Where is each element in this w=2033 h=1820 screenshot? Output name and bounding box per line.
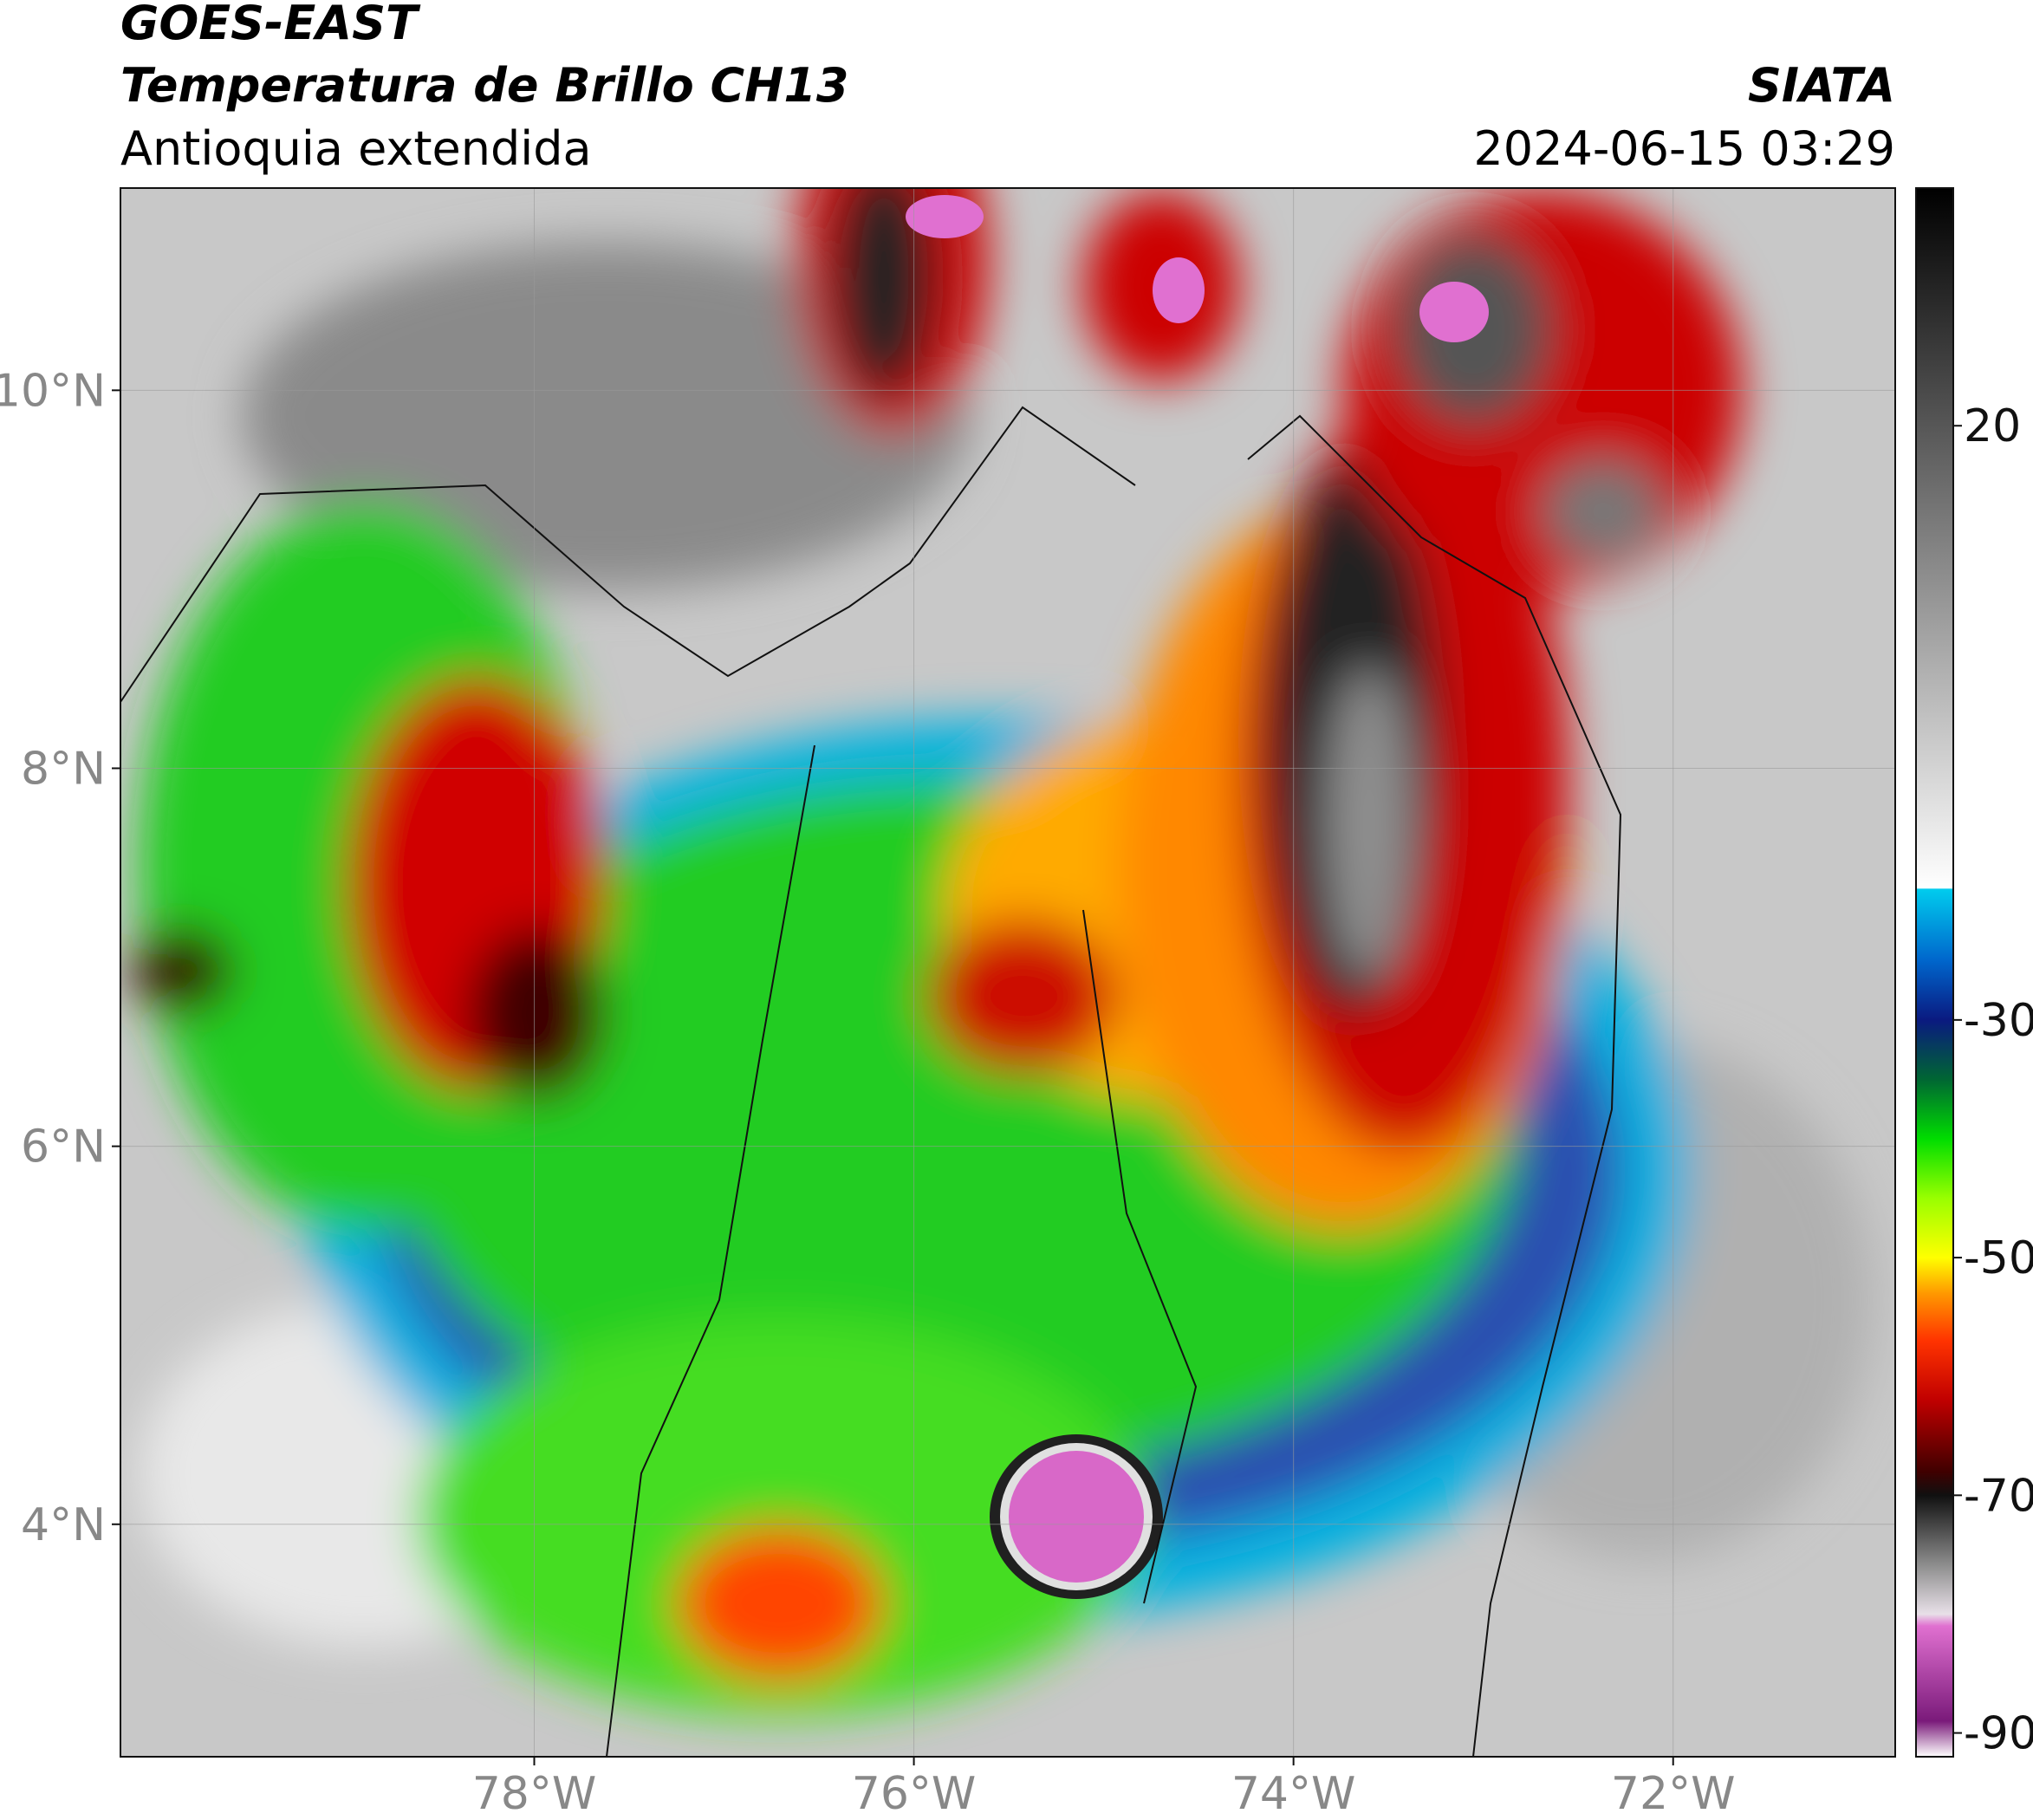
subtitle: Temperatura de Brillo CH13: [120, 58, 849, 113]
datetime: 2024-06-15 03:29: [1473, 121, 1895, 176]
region: Antioquia extendida: [120, 121, 592, 176]
lon-tick-label: 72°W: [1611, 1768, 1736, 1820]
lat-tick-label: 8°N: [21, 743, 106, 795]
graticule: [112, 188, 1895, 1765]
satellite-image: [120, 188, 1895, 1757]
lon-tick-label: 76°W: [852, 1768, 977, 1820]
colorbar-tick-label: -50: [1964, 1232, 2033, 1284]
lon-tick-label: 74°W: [1231, 1768, 1356, 1820]
colorbar-tick-label: -30: [1964, 995, 2033, 1047]
colorbar-tick-label: -70: [1964, 1470, 2033, 1522]
lon-tick-label: 78°W: [472, 1768, 597, 1820]
colorbar-tick-label: 20: [1964, 400, 2021, 452]
map-frame: [120, 187, 1896, 1758]
source: SIATA: [1748, 58, 1895, 113]
lat-tick-label: 10°N: [0, 365, 106, 417]
colorbar-tick-label: -90: [1964, 1708, 2033, 1760]
lat-tick-label: 6°N: [21, 1121, 106, 1173]
title: GOES-EAST: [120, 0, 421, 50]
lat-tick-label: 4°N: [21, 1499, 106, 1551]
colorbar: [1915, 187, 1954, 1758]
